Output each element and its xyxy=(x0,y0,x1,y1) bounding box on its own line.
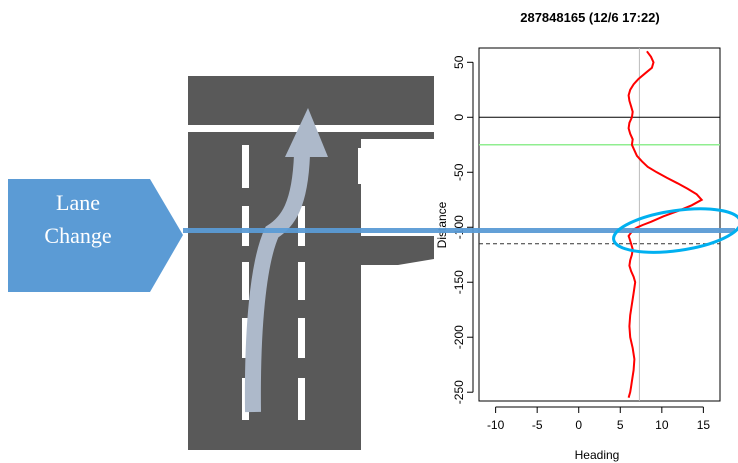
lane-change-arrow xyxy=(244,108,328,413)
callout-label-line2: Change xyxy=(44,223,111,248)
lane-dash xyxy=(298,318,305,358)
y-tick-label: 50 xyxy=(452,55,466,69)
x-axis: -10 -5 0 5 10 15 xyxy=(487,406,711,432)
y-tick-label: 0 xyxy=(452,114,466,121)
lane-change-ellipse xyxy=(612,207,738,254)
reference-lines xyxy=(479,48,720,401)
x-tick-label: 10 xyxy=(655,418,669,432)
heading-distance-chart: 287848165 (12/6 17:22) -10 -5 0 5 10 15 500-5… xyxy=(435,10,721,462)
lane-dash xyxy=(242,262,249,300)
lane-dash xyxy=(242,206,249,246)
lane-dash xyxy=(358,148,365,184)
lane-dash xyxy=(298,206,305,246)
y-tick-label: -250 xyxy=(452,380,466,404)
lane-dash xyxy=(298,262,305,300)
x-tick-label: 15 xyxy=(697,418,711,432)
arrow-head xyxy=(285,108,328,157)
x-axis-label: Heading xyxy=(575,448,620,462)
chart-title: 287848165 (12/6 17:22) xyxy=(520,10,660,25)
callout-shape xyxy=(8,179,183,292)
lane-change-highlight xyxy=(183,207,738,254)
x-tick-label: 5 xyxy=(617,418,624,432)
y-axis: 50 0 -50 -100 -150 -200 -250 xyxy=(452,55,474,404)
road-asphalt-right-widening xyxy=(361,236,434,265)
y-axis-label: Distance xyxy=(435,201,449,248)
arrow-shaft xyxy=(244,154,310,413)
road-illustration xyxy=(188,76,434,450)
y-tick-label: -100 xyxy=(452,215,466,239)
x-tick-label: -5 xyxy=(532,418,543,432)
callout-label-line1: Lane xyxy=(56,190,100,215)
y-tick-label: -200 xyxy=(452,325,466,349)
y-tick-label: -150 xyxy=(452,270,466,294)
lane-change-callout: Lane Change xyxy=(8,179,183,292)
lane-dash xyxy=(298,378,305,420)
y-tick-label: -50 xyxy=(452,163,466,181)
lane-dash xyxy=(242,145,249,188)
x-tick-label: 0 xyxy=(575,418,582,432)
lane-dash xyxy=(242,318,249,358)
plot-frame xyxy=(478,47,721,402)
x-tick-label: -10 xyxy=(487,418,505,432)
